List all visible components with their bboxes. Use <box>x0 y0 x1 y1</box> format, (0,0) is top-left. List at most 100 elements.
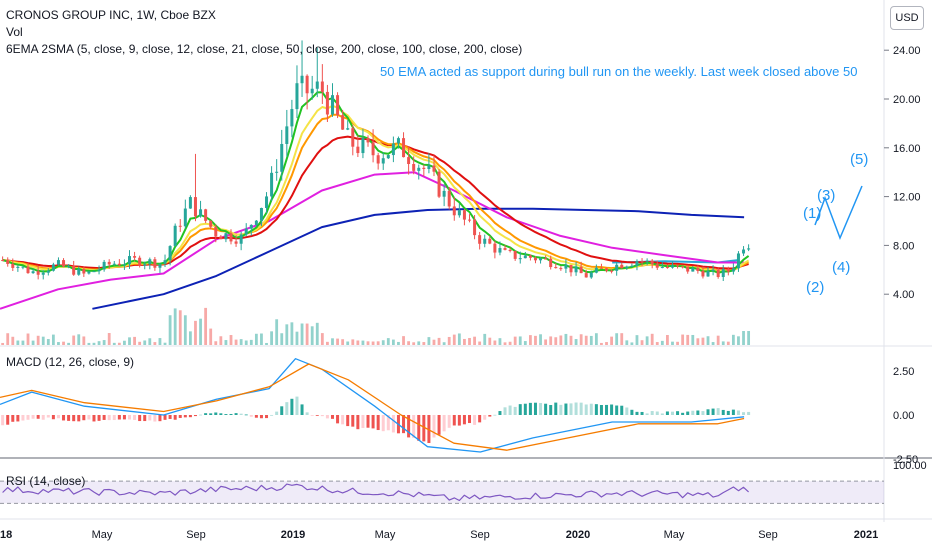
volume-bar <box>331 338 334 345</box>
volume-bar <box>498 338 502 345</box>
candle-body <box>706 271 710 277</box>
candle-body <box>625 266 629 269</box>
candle-body <box>681 266 685 268</box>
candle-body <box>528 255 532 258</box>
candle-body <box>605 268 609 271</box>
candle-body <box>102 261 106 270</box>
macd-histogram-bar <box>87 415 91 420</box>
candle-body <box>676 265 680 267</box>
price-tick-label: 8.00 <box>893 240 914 252</box>
macd-histogram-bar <box>615 405 619 415</box>
volume-bar <box>721 341 725 345</box>
volume-bar <box>270 331 273 345</box>
volume-bar <box>51 334 55 345</box>
macd-title: MACD (12, 26, close, 9) <box>6 355 134 369</box>
macd-histogram-bar <box>183 415 187 418</box>
candle-body <box>615 264 619 271</box>
candle-body <box>437 171 441 197</box>
price-tick-label: 16.00 <box>893 143 921 155</box>
volume-bar <box>219 336 223 345</box>
candle-body <box>447 190 451 207</box>
macd-histogram-bar <box>173 415 177 420</box>
macd-histogram-bar <box>427 415 431 444</box>
volume-bar <box>726 341 730 345</box>
price-tick-label: 12.00 <box>893 192 921 204</box>
macd-histogram-bar <box>72 415 76 422</box>
macd-histogram-bar <box>21 415 25 421</box>
macd-histogram-bar <box>163 415 167 420</box>
volume-bar <box>290 322 294 345</box>
volume-bar <box>148 338 152 345</box>
macd-histogram-bar <box>305 412 309 415</box>
volume-bar <box>554 337 558 345</box>
macd-histogram-bar <box>31 415 35 419</box>
candle-body <box>488 238 492 244</box>
candle-body <box>554 267 558 269</box>
macd-histogram-bar <box>605 404 609 415</box>
macd-histogram-bar <box>706 409 710 415</box>
candle-body <box>630 265 634 267</box>
volume-bar <box>92 342 96 345</box>
volume-bar <box>254 333 258 345</box>
macd-histogram-bar <box>564 403 568 415</box>
macd-histogram-bar <box>249 415 253 417</box>
candle-body <box>432 165 436 172</box>
candle-body <box>46 270 50 273</box>
volume-bar <box>518 336 522 345</box>
macd-histogram-bar <box>82 415 86 421</box>
candle-body <box>148 259 152 265</box>
candle-body <box>457 210 461 216</box>
candle-body <box>655 264 659 268</box>
volume-bar <box>275 319 279 345</box>
candle-body <box>133 256 137 258</box>
volume-bar <box>386 338 390 345</box>
volume-bar <box>534 335 537 345</box>
candle-body <box>87 271 91 274</box>
candle-body <box>36 271 40 275</box>
macd-histogram-bar <box>386 415 390 431</box>
macd-histogram-bar <box>193 415 197 417</box>
candle-body <box>584 273 588 278</box>
volume-bar <box>457 333 461 345</box>
macd-histogram-bar <box>214 412 218 415</box>
volume-bar <box>16 340 20 345</box>
volume-bar <box>305 323 309 345</box>
volume-bar <box>351 339 355 345</box>
time-tick-label: 2019 <box>281 529 305 541</box>
macd-histogram-bar <box>686 411 690 415</box>
macd-histogram-bar <box>610 404 614 415</box>
macd-histogram-bar <box>143 415 147 422</box>
candle-body <box>153 259 157 268</box>
time-tick-label: 2020 <box>566 529 590 541</box>
volume-bar <box>422 342 426 345</box>
volume-bar <box>295 331 299 345</box>
macd-histogram-bar <box>1 415 5 426</box>
candle-body <box>112 263 116 265</box>
macd-histogram-bar <box>336 415 340 424</box>
volume-bar <box>229 335 233 345</box>
candle-body <box>138 257 142 266</box>
candle-body <box>31 271 35 274</box>
candle-body <box>473 219 477 236</box>
wave-label: (5) <box>850 151 868 168</box>
macd-histogram-bar <box>62 415 66 421</box>
candle-body <box>346 128 350 130</box>
macd-histogram-bar <box>56 415 60 419</box>
wave-label: (2) <box>806 279 824 296</box>
candle-body <box>503 248 507 250</box>
macd-histogram-bar <box>229 413 233 415</box>
candle-body <box>320 81 324 92</box>
volume-bar <box>539 334 542 345</box>
volume-bar <box>483 333 487 345</box>
candle-body <box>310 88 314 94</box>
candle-body <box>214 226 218 237</box>
macd-tick-label: 0.00 <box>893 410 914 422</box>
volume-bar <box>320 333 324 345</box>
candle-body <box>239 234 243 244</box>
candle-body <box>330 95 334 115</box>
volume-bar <box>178 310 182 345</box>
macd-histogram-bar <box>224 414 228 415</box>
currency-button[interactable]: USD <box>890 6 924 30</box>
macd-histogram-bar <box>569 403 573 415</box>
